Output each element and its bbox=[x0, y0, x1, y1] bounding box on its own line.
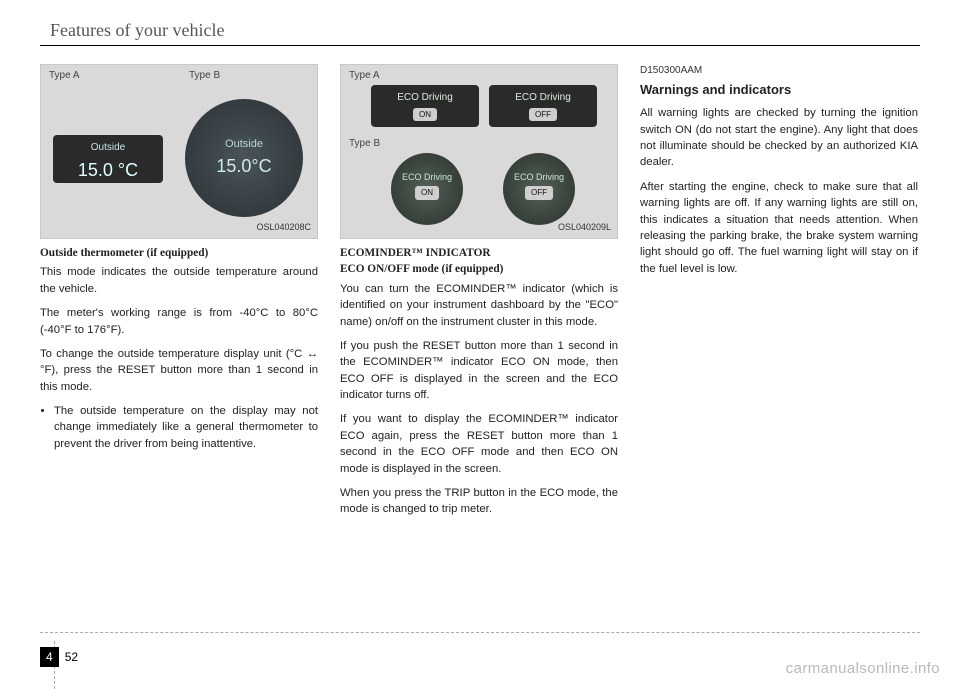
col2-p4: When you press the TRIP button in the EC… bbox=[340, 485, 618, 518]
col1-p1: This mode indicates the outside temperat… bbox=[40, 264, 318, 297]
figure-thermometer: Type A Type B Outside 15.0 °C Outside 15… bbox=[40, 64, 318, 239]
figure-code-1: OSL040208C bbox=[256, 221, 311, 234]
figure-code-2: OSL040209L bbox=[558, 221, 611, 234]
col3-code: D150300AAM bbox=[640, 64, 918, 79]
chapter-number: 4 bbox=[40, 647, 59, 667]
eco-label-type-a: Type A bbox=[349, 69, 380, 84]
label-type-a: Type A bbox=[49, 69, 80, 84]
eco-tile-a-on-state: ON bbox=[413, 108, 437, 122]
eco-tile-a-off: ECO Driving OFF bbox=[489, 85, 597, 127]
col3-p1: All warning lights are checked by turnin… bbox=[640, 105, 918, 171]
column-3: D150300AAM Warnings and indicators All w… bbox=[640, 64, 918, 526]
eco-tile-a-off-state: OFF bbox=[529, 108, 557, 122]
watermark: carmanualsonline.info bbox=[786, 660, 940, 677]
thermo-b-display: Outside 15.0°C bbox=[185, 99, 303, 217]
col1-p2: The meter's working range is from -40°C … bbox=[40, 305, 318, 338]
eco-circle-b-on-label: ECO Driving bbox=[391, 171, 463, 184]
thermo-a-label: Outside bbox=[53, 141, 163, 156]
eco-tile-a-on-label: ECO Driving bbox=[371, 91, 479, 106]
eco-circle-b-off-label: ECO Driving bbox=[503, 171, 575, 184]
col1-bullets: The outside temperature on the display m… bbox=[40, 403, 318, 452]
page-header-title: Features of your vehicle bbox=[50, 20, 920, 41]
col2-title2: ECO ON/OFF mode (if equipped) bbox=[340, 261, 618, 277]
eco-circle-b-on-state: ON bbox=[415, 186, 439, 200]
eco-circle-b-off: ECO Driving OFF bbox=[503, 153, 575, 225]
page-number-box: 4 52 bbox=[40, 647, 78, 667]
column-2: Type A Type B ECO Driving ON ECO Driving… bbox=[340, 64, 618, 526]
eco-tile-a-on: ECO Driving ON bbox=[371, 85, 479, 127]
col2-title1: ECOMINDER™ INDICATOR bbox=[340, 245, 618, 261]
eco-circle-b-on: ECO Driving ON bbox=[391, 153, 463, 225]
col2-p3: If you want to display the ECOMINDER™ in… bbox=[340, 411, 618, 477]
page-number: 52 bbox=[65, 650, 78, 664]
col1-bullet1: The outside temperature on the display m… bbox=[54, 403, 318, 452]
figure-eco: Type A Type B ECO Driving ON ECO Driving… bbox=[340, 64, 618, 239]
eco-circle-b-off-state: OFF bbox=[525, 186, 553, 200]
col1-p3: To change the outside temperature displa… bbox=[40, 346, 318, 395]
eco-label-type-b: Type B bbox=[349, 137, 380, 152]
thermo-b-label: Outside bbox=[185, 137, 303, 153]
col2-p2: If you push the RESET button more than 1… bbox=[340, 338, 618, 404]
footer-rule bbox=[40, 632, 920, 633]
label-type-b: Type B bbox=[189, 69, 220, 84]
thermo-a-display: Outside 15.0 °C bbox=[53, 135, 163, 183]
thermo-a-value: 15.0 °C bbox=[53, 157, 163, 183]
column-1: Type A Type B Outside 15.0 °C Outside 15… bbox=[40, 64, 318, 526]
content-columns: Type A Type B Outside 15.0 °C Outside 15… bbox=[40, 64, 920, 526]
eco-tile-a-off-label: ECO Driving bbox=[489, 91, 597, 106]
col2-p1: You can turn the ECOMINDER™ indicator (w… bbox=[340, 281, 618, 330]
thermo-b-value: 15.0°C bbox=[185, 153, 303, 179]
col3-head: Warnings and indicators bbox=[640, 81, 918, 100]
header-rule bbox=[40, 45, 920, 46]
col1-title: Outside thermometer (if equipped) bbox=[40, 245, 318, 261]
col3-p2: After starting the engine, check to make… bbox=[640, 179, 918, 277]
